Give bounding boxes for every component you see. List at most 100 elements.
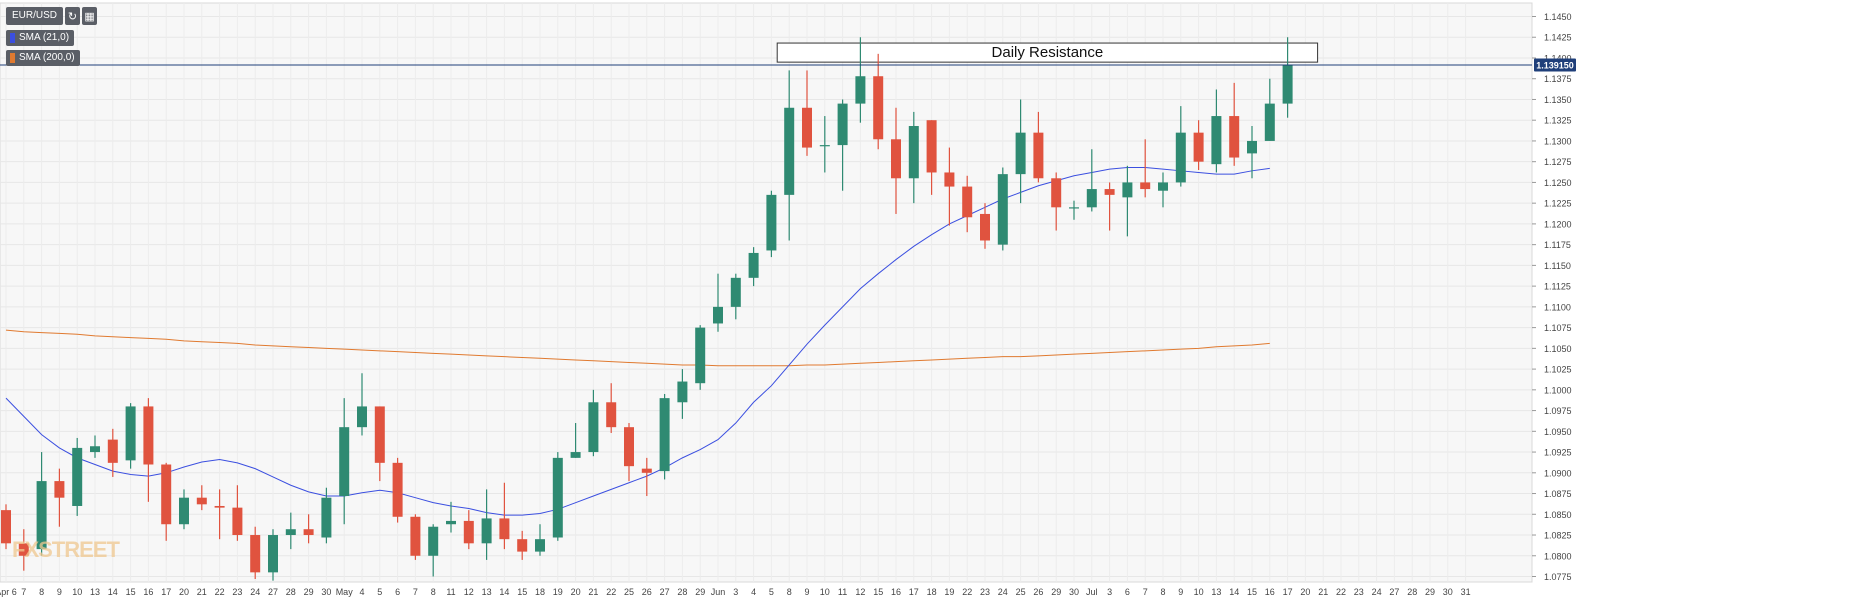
x-tick-label: 3 [1107, 587, 1112, 597]
x-tick-label: 8 [39, 587, 44, 597]
candle-body-down [1193, 132, 1204, 162]
candle-body-up [784, 107, 795, 195]
x-tick-label: 11 [838, 587, 847, 597]
candle-body-down [250, 535, 261, 573]
x-tick-label: 24 [998, 587, 1008, 597]
candle-body-up [748, 252, 759, 278]
y-tick-label: 1.0950 [1544, 427, 1572, 437]
y-tick-label: 1.1300 [1544, 136, 1572, 146]
x-tick-label: 28 [677, 587, 687, 597]
x-tick-label: 8 [787, 587, 792, 597]
x-tick-label: 17 [1283, 587, 1293, 597]
candle-body-up [1247, 140, 1257, 154]
indicator-sma200[interactable]: SMA (200,0) [6, 50, 80, 66]
x-tick-label: Apr 6 [0, 587, 17, 597]
x-tick-label: 20 [1300, 587, 1310, 597]
candle-body-up [535, 539, 545, 552]
candle-body-down [161, 464, 172, 525]
x-tick-label: 31 [1461, 587, 1471, 597]
candle-body-down [107, 439, 118, 463]
candle-body-up [357, 406, 367, 428]
y-tick-label: 1.1200 [1544, 219, 1572, 229]
calendar-icon[interactable]: ▦ [82, 7, 98, 25]
x-tick-label: 15 [1247, 587, 1257, 597]
symbol-label[interactable]: EUR/USD [6, 7, 64, 25]
x-tick-label: 8 [1160, 587, 1165, 597]
y-tick-label: 1.1000 [1544, 385, 1572, 395]
candle-body-up [997, 174, 1008, 245]
candle-body-down [641, 468, 652, 473]
y-tick-label: 1.0875 [1544, 489, 1572, 499]
candle-body-down [18, 543, 29, 556]
indicator-sma21[interactable]: SMA (21,0) [6, 30, 75, 46]
candle-body-up [659, 398, 670, 472]
candle-body-down [374, 406, 385, 463]
x-tick-label: 4 [751, 587, 756, 597]
x-tick-label: 30 [1069, 587, 1079, 597]
x-tick-label: 9 [1178, 587, 1183, 597]
sma21-swatch [10, 33, 15, 43]
candle-body-up [677, 381, 688, 403]
y-tick-label: 1.1425 [1544, 33, 1572, 43]
candle-body-down [944, 172, 955, 187]
x-tick-label: 10 [820, 587, 830, 597]
x-tick-label: 19 [944, 587, 954, 597]
x-tick-label: 15 [517, 587, 527, 597]
y-tick-label: 1.0825 [1544, 531, 1572, 541]
x-tick-label: 20 [571, 587, 581, 597]
current-price-tag [1534, 58, 1576, 72]
x-tick-label: 28 [1407, 587, 1417, 597]
x-tick-label: 9 [804, 587, 809, 597]
resistance-zone [776, 42, 1319, 63]
x-tick-label: 7 [21, 587, 26, 597]
x-tick-label: 10 [72, 587, 82, 597]
candle-body-down [980, 213, 990, 241]
x-tick-label: 3 [733, 587, 738, 597]
candle-body-down [802, 107, 812, 148]
x-tick-label: 22 [606, 587, 616, 597]
x-tick-label: 15 [126, 587, 136, 597]
refresh-icon[interactable]: ↻ [65, 7, 81, 25]
y-tick-label: 1.1025 [1544, 365, 1572, 375]
candle-body-down [1229, 116, 1240, 158]
candle-body-up [1015, 132, 1026, 175]
sma200-line [5, 329, 1270, 367]
candle-body-up [588, 402, 599, 453]
x-tick-label: 17 [909, 587, 919, 597]
candle-body-up [1211, 116, 1222, 165]
candle-body-down [54, 481, 65, 498]
x-tick-label: 15 [873, 587, 883, 597]
x-tick-label: 14 [108, 587, 118, 597]
x-tick-label: 8 [431, 587, 436, 597]
x-tick-label: 24 [1372, 587, 1382, 597]
candle-body-down [232, 507, 243, 536]
candle-body-down [517, 539, 528, 552]
candle-body-up [713, 306, 723, 324]
candle-body-down [1104, 189, 1115, 195]
y-tick-label: 1.1075 [1544, 323, 1572, 333]
candle-body-up [1086, 189, 1097, 208]
x-tick-label: 17 [161, 587, 171, 597]
x-tick-label: 22 [1336, 587, 1346, 597]
x-tick-label: Jun [711, 587, 726, 597]
x-tick-label: 28 [286, 587, 296, 597]
candle-body-up [446, 520, 456, 525]
candle-body-down [873, 76, 884, 140]
candle-body-down [214, 505, 225, 508]
x-tick-label: 23 [232, 587, 242, 597]
candle-body-down [891, 139, 901, 179]
candle-body-up [837, 103, 848, 146]
candle-body-up [36, 481, 47, 550]
candle-body-up [855, 76, 866, 104]
x-tick-label: 21 [197, 587, 207, 597]
x-tick-label: 9 [57, 587, 62, 597]
y-tick-label: 1.1375 [1544, 74, 1572, 84]
candle-body-down [196, 497, 207, 505]
y-tick-label: 1.1050 [1544, 344, 1572, 354]
y-tick-label: 1.1450 [1544, 12, 1572, 22]
candle-body-down [463, 520, 474, 544]
x-tick-label: 16 [891, 587, 901, 597]
candle-body-up [1264, 103, 1275, 141]
sma21-label: SMA (21,0) [19, 32, 70, 43]
